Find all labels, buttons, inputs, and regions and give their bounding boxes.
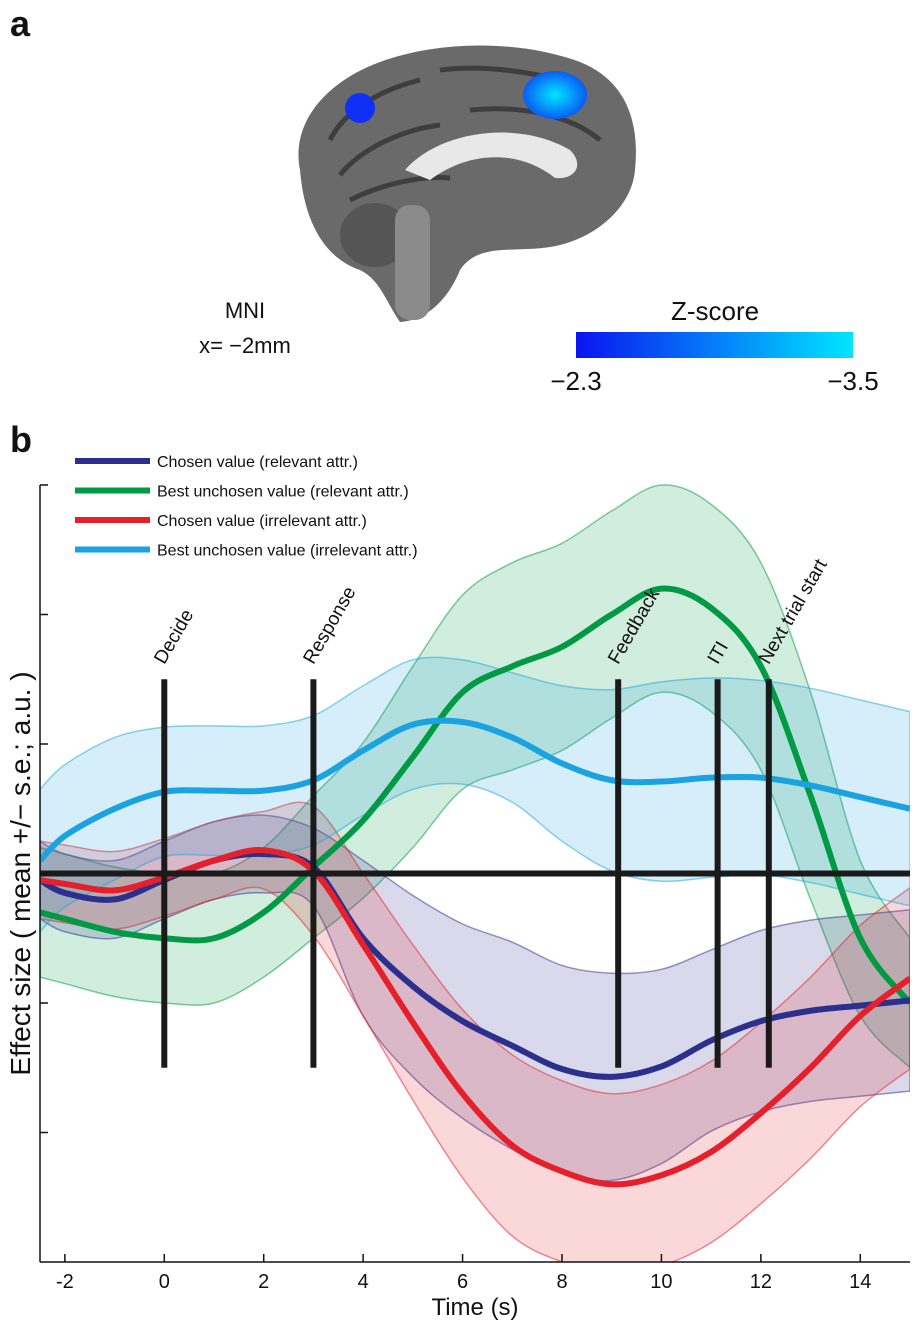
activation-blob xyxy=(345,93,375,123)
slice-label: x= −2mm xyxy=(199,333,291,358)
legend-label: Best unchosen value (relevant attr.) xyxy=(157,484,409,501)
x-tick-label: 0 xyxy=(159,1271,170,1293)
brainstem xyxy=(395,205,430,320)
brain-outline xyxy=(298,46,635,323)
brain-slice xyxy=(298,46,635,323)
x-tick-label: 10 xyxy=(650,1271,672,1293)
colorbar-ticks: −2.3 −3.5 xyxy=(550,366,878,396)
y-axis-label: Effect size ( mean +/− s.e.; a.u. ) xyxy=(5,671,36,1075)
colorbar-tick-label: −2.3 xyxy=(550,366,601,396)
x-tick-label: -2 xyxy=(56,1271,74,1293)
page: {"panel_a": {"label": "a", "mni": "MNI",… xyxy=(0,0,912,1327)
panel-label: b xyxy=(10,419,32,460)
legend-label: Chosen value (relevant attr.) xyxy=(157,454,358,471)
legend-label: Best unchosen value (irrelevant attr.) xyxy=(157,543,418,560)
colorbar xyxy=(576,332,853,358)
x-tick-label: 2 xyxy=(258,1271,269,1293)
activation-blob xyxy=(523,71,587,119)
x-axis-label: Time (s) xyxy=(431,1294,518,1321)
panel-label: a xyxy=(10,3,31,44)
x-tick-label: 8 xyxy=(556,1271,567,1293)
x-tick-label: 6 xyxy=(457,1271,468,1293)
colorbar-title: Z-score xyxy=(671,296,759,326)
legend-label: Chosen value (irrelevant attr.) xyxy=(157,513,367,530)
mni-label: MNI xyxy=(225,298,265,323)
x-tick-label: 4 xyxy=(358,1271,369,1293)
event-label: Response xyxy=(300,583,361,668)
event-label: Decide xyxy=(150,606,198,668)
colorbar-tick-label: −3.5 xyxy=(827,366,878,396)
x-tick-label: 12 xyxy=(750,1271,772,1293)
figure: a MNI x= −2mm Z-score −2.3 −3.5 b Decide R… xyxy=(0,0,912,1327)
x-tick-label: 14 xyxy=(849,1271,871,1293)
